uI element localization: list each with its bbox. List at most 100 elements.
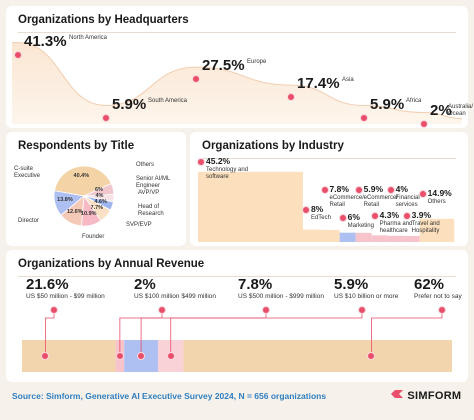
industry-marker <box>338 214 347 222</box>
revenue-marker-top <box>262 306 270 314</box>
brand-name: SIMFORM <box>407 390 462 402</box>
industry-bar <box>302 229 322 242</box>
industry-bar <box>355 232 372 242</box>
hq-marker <box>14 50 22 59</box>
pie-label: AVP/VP <box>138 190 160 196</box>
industry-label: Pharma and healthcare <box>379 221 413 234</box>
source-note: Source: Simform, Generative AI Executive… <box>12 391 327 401</box>
revenue-marker-top <box>158 306 166 314</box>
hq-marker <box>360 113 368 122</box>
industry-label: Marketing <box>347 223 374 229</box>
industry-bar <box>403 235 420 242</box>
revenue-label: US $50 million - $99 million <box>26 293 105 300</box>
industry-label: Financial services <box>395 195 420 208</box>
hq-divider <box>18 32 456 33</box>
industry-marker <box>370 212 379 220</box>
industry-label: EdTech <box>310 215 331 221</box>
simform-logo-icon <box>391 390 403 398</box>
industry-marker <box>354 186 363 194</box>
revenue-bar <box>183 340 453 372</box>
hq-value: 2% <box>430 102 452 120</box>
revenue-marker <box>367 352 376 360</box>
hq-label: Europe <box>247 59 267 66</box>
title-card-title: Respondents by Title <box>18 140 135 152</box>
industry-value: 6% <box>347 212 360 222</box>
pie-label: SVP/EVP <box>126 222 152 228</box>
hq-marker <box>287 93 295 102</box>
pie-value: 6% <box>94 187 103 194</box>
revenue-marker-top <box>50 306 58 314</box>
industry-value: 45.2% <box>206 156 231 166</box>
hq-value: 41.3% <box>24 32 67 50</box>
industry-card: Organizations by Industry 45.2% Technolog… <box>190 132 468 246</box>
pie-label: Director <box>18 218 40 224</box>
pie-label: Head of Research <box>138 204 164 217</box>
pie-value: 7.7% <box>90 205 104 211</box>
revenue-bar <box>22 340 116 372</box>
industry-value: 4.3% <box>379 210 400 220</box>
hq-title: Organizations by Headquarters <box>18 14 189 26</box>
hq-value: 5.9% <box>112 95 147 113</box>
revenue-card: Organizations by Annual Revenue 21.6% US … <box>6 250 468 382</box>
industry-value: 5.9% <box>363 184 384 194</box>
revenue-value: 62% <box>414 276 445 293</box>
revenue-label: US $500 million - $999 million <box>238 293 324 300</box>
title-card: Respondents by Title 40.4% C-suite Execut… <box>6 132 186 246</box>
revenue-marker-top <box>438 306 446 314</box>
revenue-title: Organizations by Annual Revenue <box>18 258 205 270</box>
pie-value: 40.4% <box>73 172 90 179</box>
industry-value: 8% <box>310 204 324 214</box>
hq-value: 27.5% <box>202 57 245 75</box>
hq-area <box>12 42 462 125</box>
revenue-marker <box>41 352 50 360</box>
industry-bar <box>419 218 455 242</box>
industry-bar <box>387 235 404 242</box>
brand-logo: SIMFORM <box>390 388 461 402</box>
revenue-label: US $100 million $499 million <box>134 293 217 300</box>
hq-label: South America <box>148 97 188 104</box>
industry-value: 14.9% <box>427 188 452 198</box>
industry-bar <box>198 171 303 242</box>
industry-label: Others <box>427 199 446 205</box>
pie-slice <box>53 190 85 216</box>
revenue-value: 21.6% <box>26 276 69 293</box>
revenue-label: Prefer not to say <box>414 293 462 300</box>
revenue-divider <box>18 276 456 277</box>
industry-marker <box>301 206 310 214</box>
hq-label: North America <box>69 34 108 41</box>
pie-slice <box>53 165 112 197</box>
pie-value: 10.9% <box>80 210 97 217</box>
hq-label: Asia <box>342 77 354 84</box>
industry-value: 7.8% <box>329 184 349 194</box>
hq-area-chart <box>12 42 463 125</box>
revenue-marker <box>166 352 175 360</box>
industry-divider <box>202 158 456 159</box>
hq-marker <box>102 113 110 122</box>
industry-label: eCommerce/ Retail <box>363 195 398 208</box>
pie-value: 13.8% <box>57 196 73 203</box>
pie-value: 12.6% <box>66 209 83 216</box>
pie-value: 4% <box>95 193 104 200</box>
industry-bar <box>371 235 388 242</box>
industry-label: Technology and software <box>206 167 249 180</box>
hq-card: Organizations by Headquarters 41.3% North… <box>6 6 473 129</box>
hq-marker <box>192 75 200 84</box>
industry-value: 4% <box>395 184 408 194</box>
industry-label: eCommerce/ Retail <box>329 195 364 208</box>
industry-marker <box>197 158 205 166</box>
industry-marker <box>402 212 411 220</box>
industry-marker <box>418 190 427 198</box>
revenue-bar-chart <box>22 306 453 372</box>
hq-value: 5.9% <box>370 95 405 113</box>
hq-value: 17.4% <box>297 75 340 93</box>
hq-label: Africa <box>406 97 422 104</box>
pie-value: 4.6% <box>94 198 107 205</box>
revenue-value: 7.8% <box>238 276 273 293</box>
industry-value: 3.9% <box>411 210 432 220</box>
pie-label: C-suite Executive <box>14 166 41 179</box>
industry-bar <box>321 229 340 242</box>
revenue-marker <box>115 352 124 360</box>
revenue-marker-top <box>358 306 366 314</box>
pie-label: Senior AI/ML Engineer <box>136 176 171 189</box>
industry-bar-chart <box>198 171 455 242</box>
